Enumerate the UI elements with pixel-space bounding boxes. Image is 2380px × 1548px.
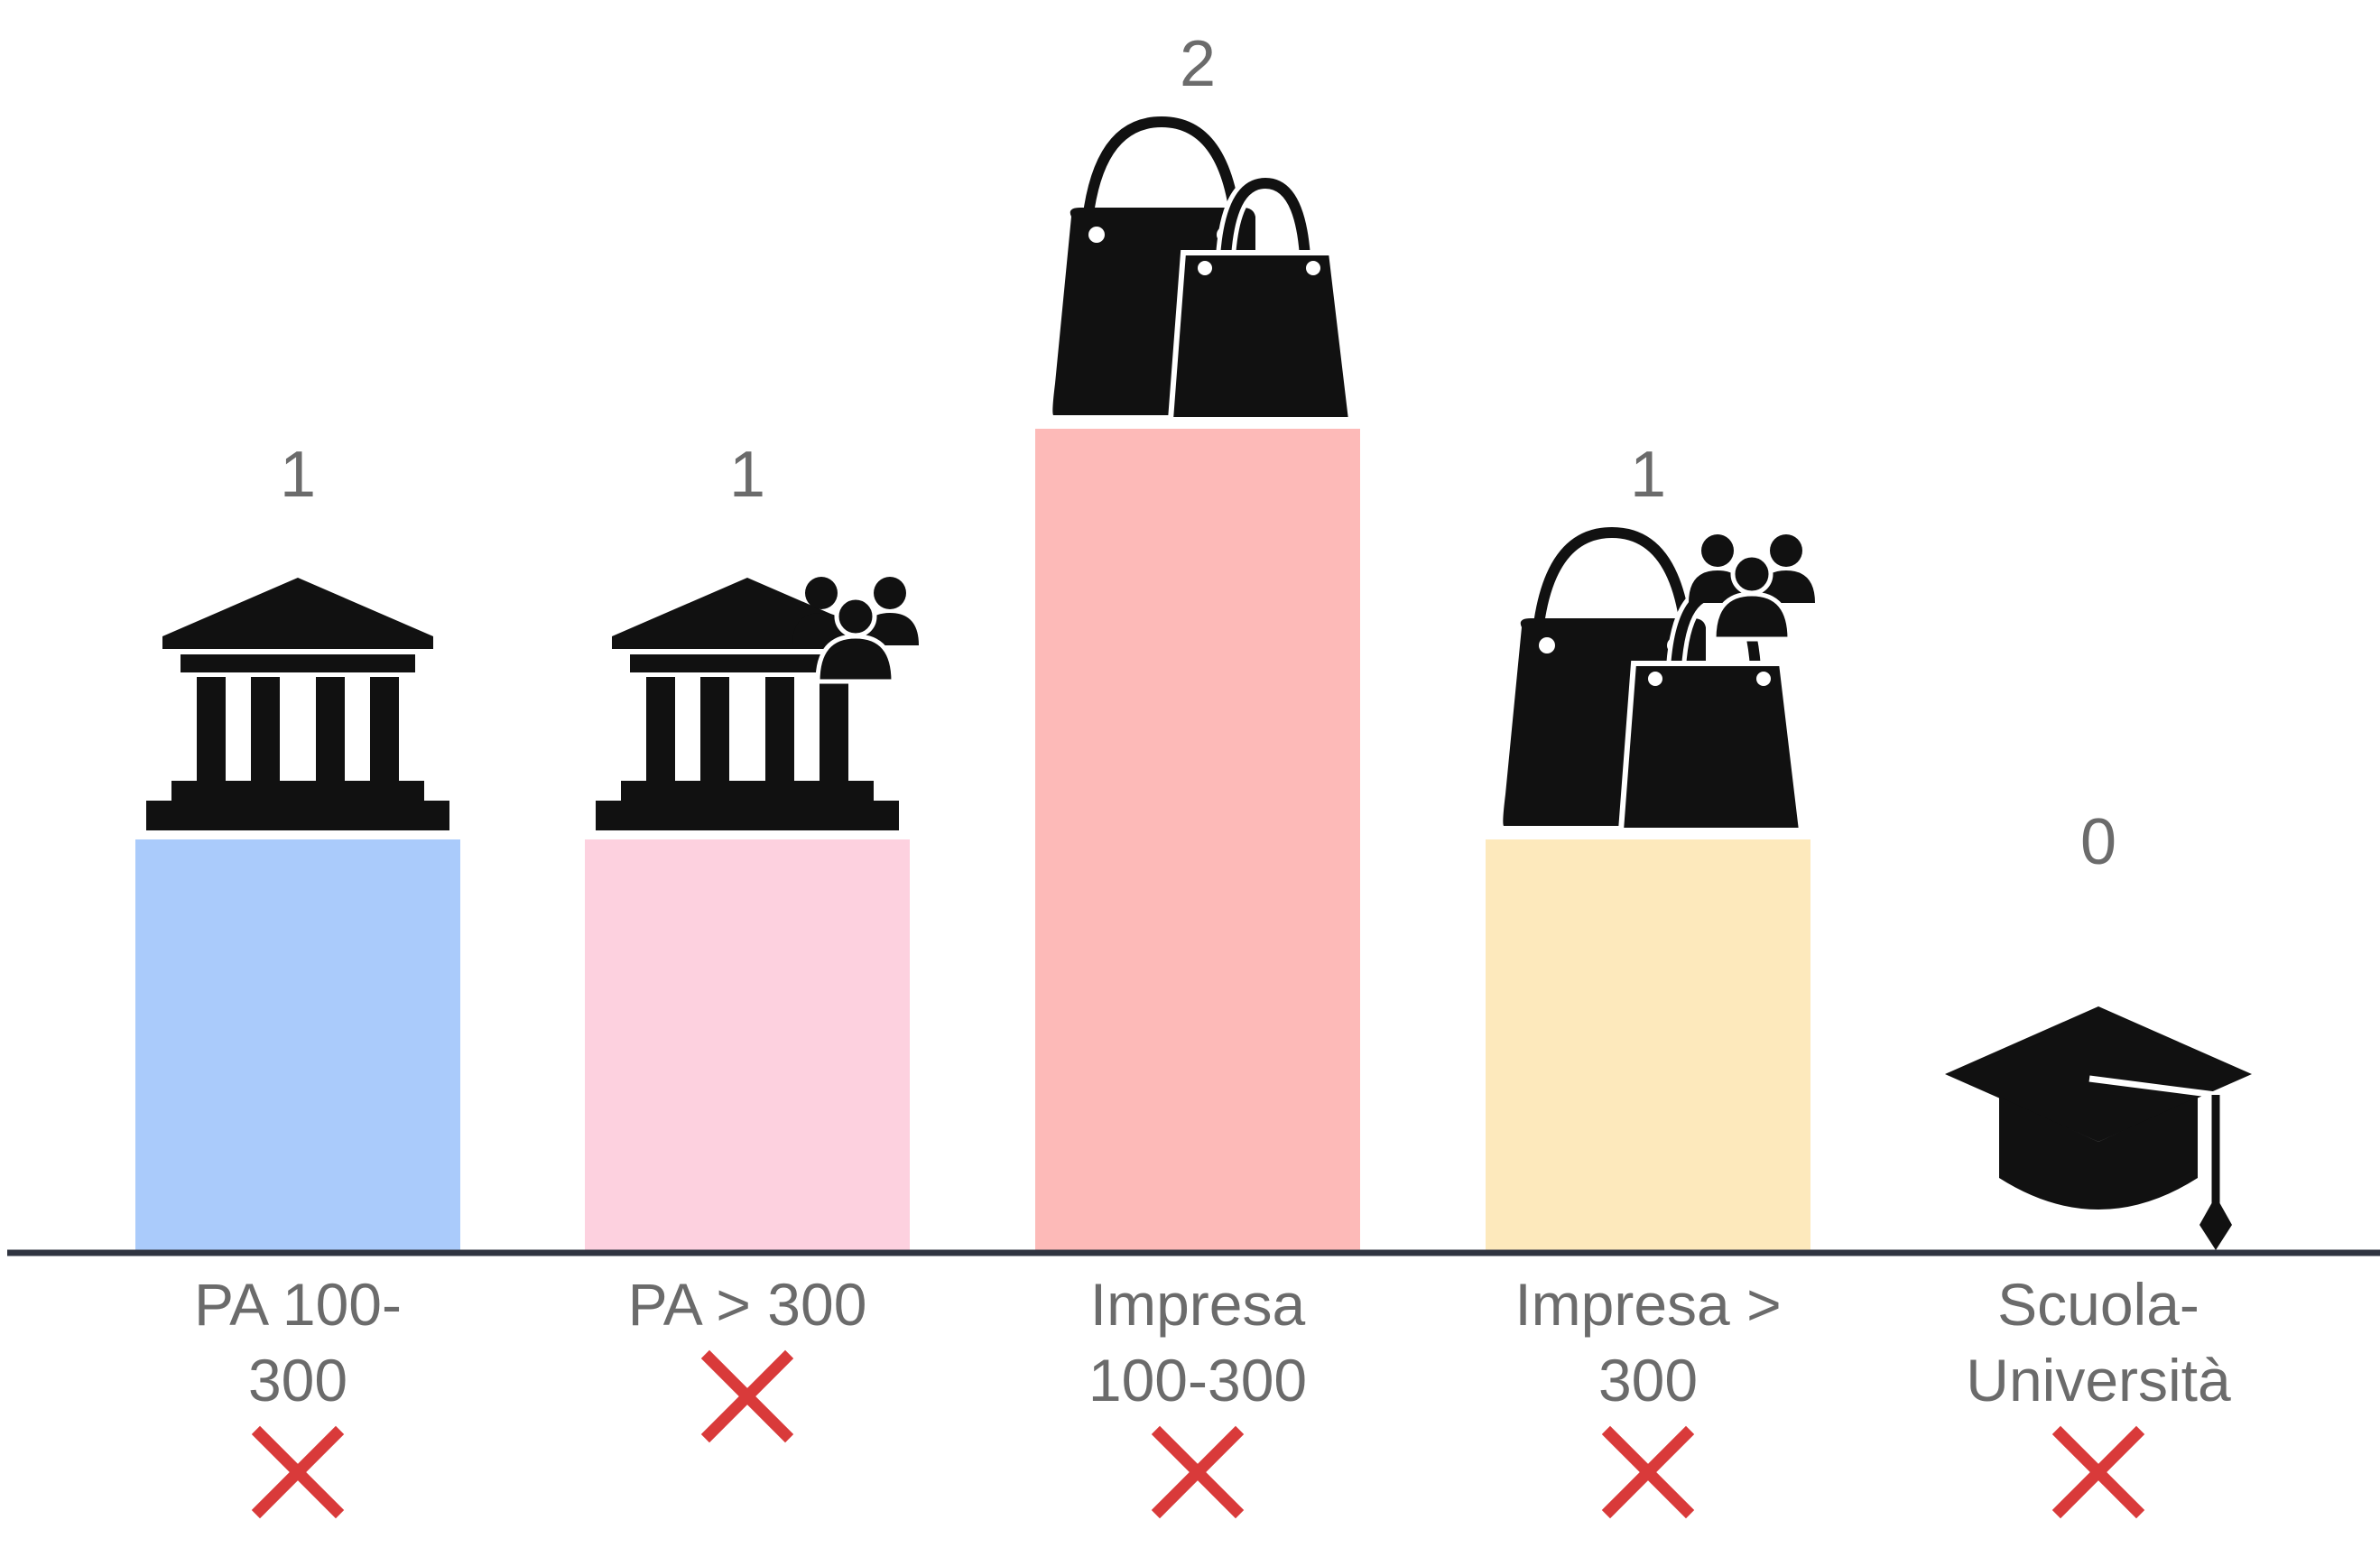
category-labels-layer: PA 100- 300 PA > 300 Impresa 100-300 Impresa … [194, 1271, 2231, 1414]
cross-icon-2 [1160, 1434, 1236, 1510]
category-label-4-line-0: Scuola- [1997, 1271, 2199, 1338]
bar-3 [1486, 839, 1810, 1250]
bar-2 [1035, 429, 1360, 1250]
category-label-1-line-0: PA > 300 [628, 1271, 867, 1338]
bar-1 [585, 839, 910, 1250]
bars-layer [135, 429, 1810, 1250]
value-labels-layer: 1 1 2 1 0 [280, 28, 2116, 878]
category-label-0-line-1: 300 [248, 1347, 347, 1414]
value-label-1: 1 [729, 439, 765, 511]
category-label-3-line-1: 300 [1598, 1347, 1698, 1414]
cross-icon-3 [1610, 1434, 1686, 1510]
bar-0 [135, 839, 460, 1250]
government-building-group-icon [596, 577, 919, 830]
category-label-2-line-0: Impresa [1090, 1271, 1306, 1338]
value-label-0: 1 [280, 439, 316, 511]
category-label-3-line-0: Impresa > [1514, 1271, 1781, 1338]
category-label-0-line-0: PA 100- [194, 1271, 402, 1338]
value-label-3: 1 [1630, 439, 1666, 511]
category-label-4-line-1: Università [1966, 1347, 2231, 1414]
value-label-4: 0 [2080, 806, 2116, 878]
value-label-2: 2 [1180, 28, 1216, 100]
graduation-cap-icon [1945, 1006, 2252, 1250]
cross-icon-4 [2061, 1434, 2136, 1510]
shopping-bags-icon [1052, 122, 1351, 420]
cross-icon-1 [709, 1358, 785, 1434]
government-building-icon [146, 578, 449, 830]
shopping-bags-group-icon [1503, 533, 1815, 830]
category-label-2-line-1: 100-300 [1088, 1347, 1307, 1414]
cross-icon-0 [260, 1434, 336, 1510]
